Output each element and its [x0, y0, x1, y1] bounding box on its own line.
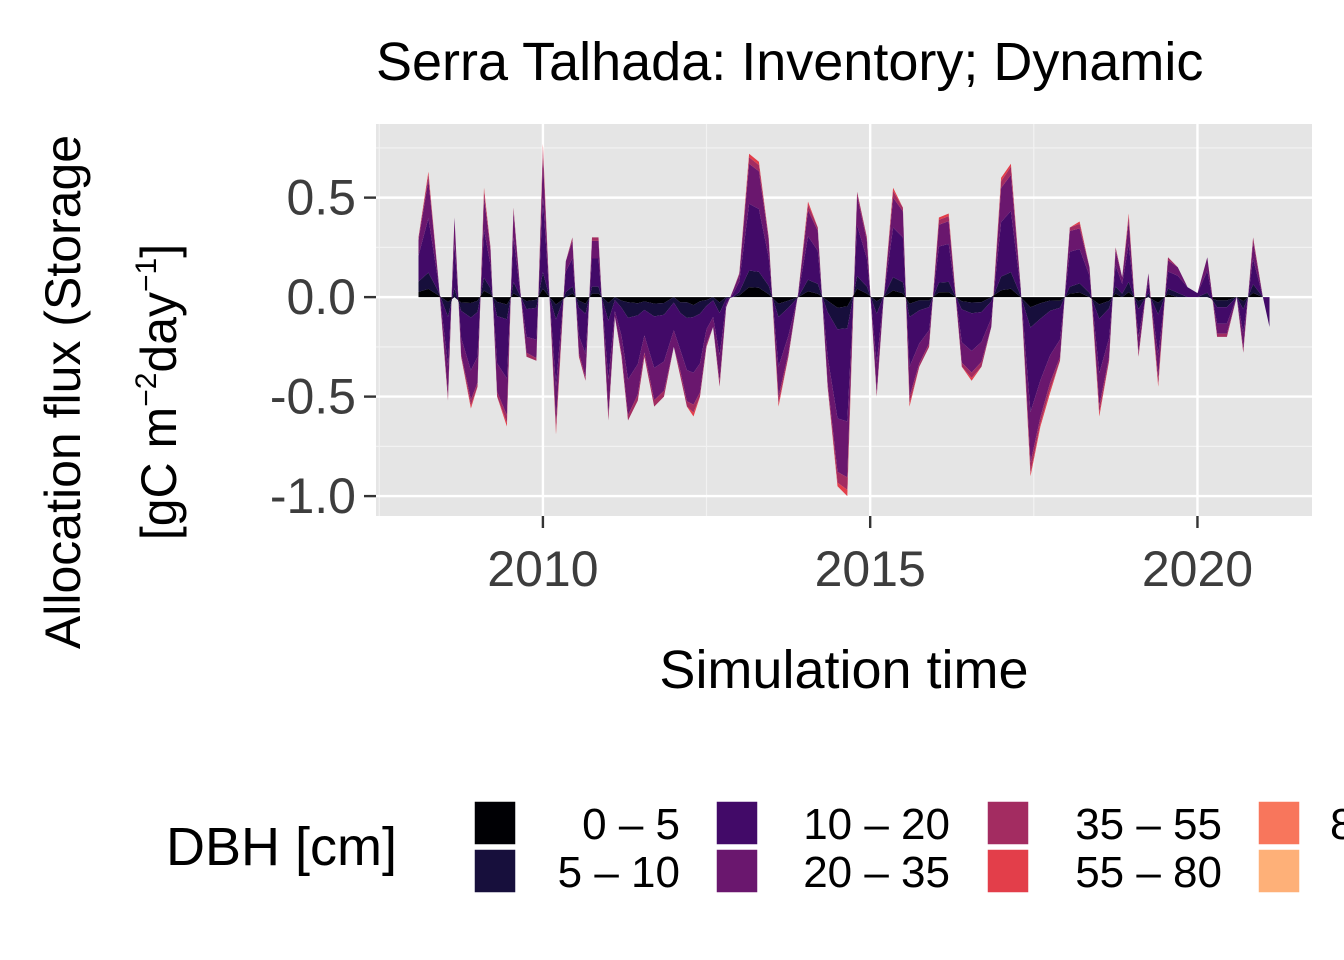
area-layer-1 [418, 287, 1270, 308]
legend-label-1: 0 – 5 [582, 800, 680, 849]
chart-title: Serra Talhada: Inventory; Dynamic [376, 32, 1203, 92]
area-layer-3 [418, 197, 1270, 422]
y-axis-label-line1: Allocation flux (Storage [35, 135, 91, 649]
legend-key-3 [715, 800, 759, 846]
legend-key-1 [473, 800, 517, 846]
legend-key-6 [986, 848, 1030, 894]
legend-label-7: 8 [1330, 800, 1344, 849]
y-tick-label: -0.5 [270, 369, 356, 425]
y-axis-label: Allocation flux (Storage [gC m−2day−1] [35, 135, 187, 649]
legend-label-4: 20 – 35 [803, 848, 950, 897]
legend-label-5: 35 – 55 [1075, 800, 1222, 849]
y-tick-label: 0.0 [286, 269, 356, 325]
y-tick-label: -1.0 [270, 468, 356, 524]
legend-key-8 [1257, 848, 1301, 894]
legend-title: DBH [cm] [166, 817, 397, 877]
y-axis-label-line2: [gC m−2day−1] [130, 244, 187, 540]
legend: DBH [cm] 0 – 55 – 10 10 – 2020 – 35 35 – 5… [166, 800, 1344, 897]
x-tick-label: 2015 [815, 541, 926, 597]
legend-key-7 [1257, 800, 1301, 846]
axes: 0.5 0.0 -0.5 -1.0 2010 2015 2020 [270, 170, 1253, 597]
area-layer-2 [418, 270, 1270, 330]
x-tick-label: 2020 [1142, 541, 1253, 597]
legend-key-4 [715, 848, 759, 894]
legend-key-5 [986, 800, 1030, 846]
area-layer-4 [418, 156, 1270, 478]
legend-label-2: 5 – 10 [558, 848, 680, 897]
stacked-areas [418, 143, 1270, 497]
x-tick-label: 2010 [487, 541, 598, 597]
legend-label-3: 10 – 20 [803, 800, 950, 849]
legend-label-6: 55 – 80 [1075, 848, 1222, 897]
x-axis-label: Simulation time [659, 640, 1028, 700]
y-tick-label: 0.5 [286, 170, 356, 226]
legend-key-2 [473, 848, 517, 894]
